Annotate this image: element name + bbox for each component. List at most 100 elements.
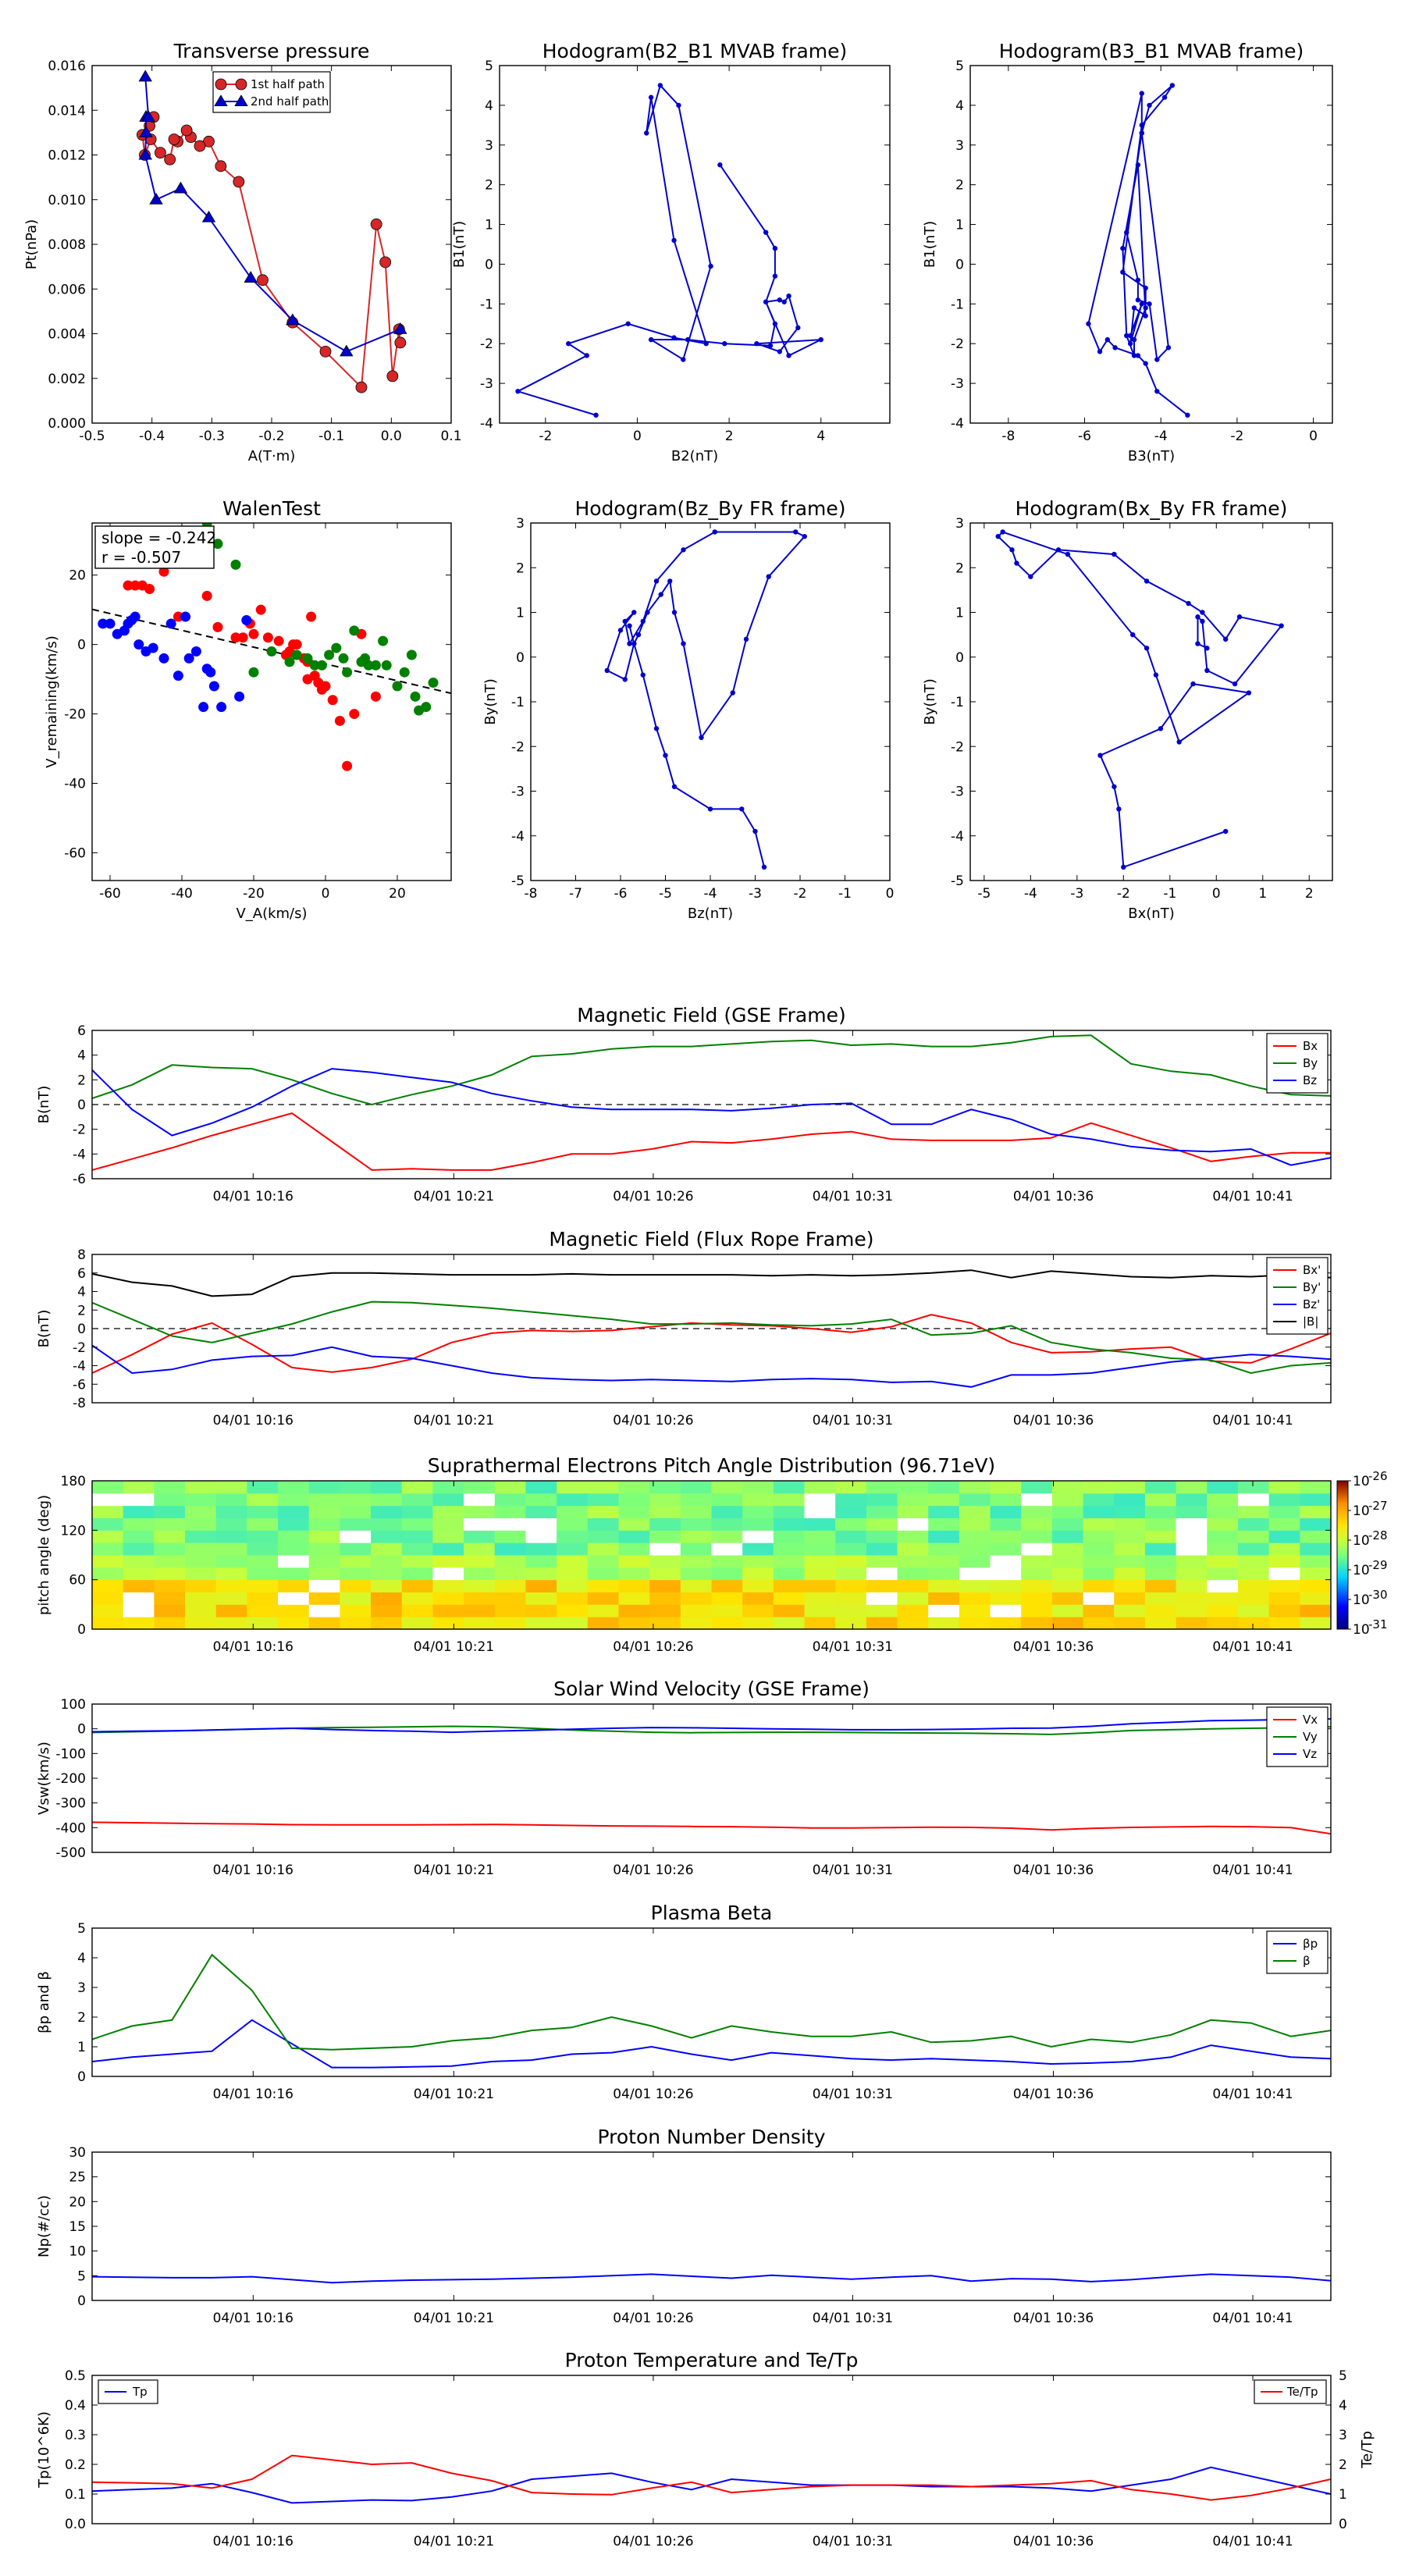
y-tick-label-right: 5 bbox=[1339, 2368, 1347, 2384]
y-tick-label: -4 bbox=[951, 829, 964, 845]
heatmap-cell bbox=[1207, 1505, 1239, 1518]
data-point bbox=[241, 615, 252, 626]
heatmap-cell bbox=[711, 1542, 743, 1556]
heatmap-cell bbox=[401, 1493, 433, 1507]
data-point bbox=[995, 533, 1001, 539]
heatmap-cell bbox=[92, 1505, 124, 1518]
x-tick-label: -3 bbox=[1070, 886, 1083, 902]
data-point bbox=[201, 590, 212, 601]
data-point bbox=[515, 389, 521, 394]
data-point bbox=[640, 672, 646, 678]
heatmap-cell bbox=[464, 1617, 496, 1630]
data-point bbox=[216, 702, 227, 713]
heatmap-cell bbox=[1051, 1617, 1084, 1630]
heatmap-cell bbox=[278, 1505, 310, 1518]
heatmap-cell bbox=[990, 1579, 1022, 1592]
heatmap-cell bbox=[618, 1493, 650, 1507]
heatmap-cell bbox=[1176, 1592, 1208, 1605]
heatmap-cell bbox=[525, 1505, 557, 1518]
y-tick-label: 20 bbox=[69, 2194, 86, 2210]
heatmap-cell bbox=[1083, 1617, 1115, 1630]
heatmap-cell bbox=[742, 1530, 774, 1543]
heatmap-cell bbox=[649, 1517, 681, 1531]
heatmap-cell bbox=[401, 1555, 433, 1568]
series-line-B3_B1 bbox=[1087, 84, 1189, 416]
data-point bbox=[133, 639, 144, 650]
y-tick-label: -5 bbox=[511, 873, 525, 889]
heatmap-cell bbox=[649, 1505, 681, 1518]
heatmap-cell bbox=[742, 1567, 774, 1581]
heatmap-cell bbox=[587, 1617, 619, 1630]
legend-label: Bz bbox=[1303, 1073, 1317, 1087]
data-point bbox=[149, 192, 163, 205]
heatmap-cell bbox=[401, 1481, 433, 1494]
heatmap-cell bbox=[990, 1592, 1022, 1605]
legend-label: Vz bbox=[1303, 1747, 1317, 1761]
data-point bbox=[244, 271, 258, 283]
heatmap-cell bbox=[773, 1542, 806, 1556]
heatmap-cell bbox=[897, 1505, 929, 1518]
heatmap-cell bbox=[587, 1579, 619, 1592]
heatmap-cell bbox=[1268, 1592, 1300, 1605]
data-point bbox=[1139, 123, 1144, 128]
heatmap-cell bbox=[92, 1567, 124, 1581]
data-point bbox=[331, 642, 342, 653]
y-tick-label: -2 bbox=[73, 1123, 86, 1138]
y-tick-label: -4 bbox=[511, 829, 525, 845]
series-line-By' bbox=[92, 1300, 1331, 1375]
heatmap-cell bbox=[401, 1604, 433, 1617]
heatmap-cell bbox=[804, 1505, 836, 1518]
chart-title: Hodogram(Bx_By FR frame) bbox=[1016, 497, 1288, 520]
y-tick-label: -3 bbox=[951, 376, 964, 392]
heatmap-cell bbox=[1176, 1604, 1208, 1617]
heatmap-cell bbox=[1021, 1505, 1053, 1518]
data-point bbox=[1112, 784, 1117, 789]
data-point bbox=[316, 660, 327, 671]
data-point bbox=[257, 274, 269, 286]
plot-frame bbox=[91, 1480, 1332, 1630]
heatmap-cell bbox=[1300, 1592, 1332, 1605]
heatmap-cell bbox=[680, 1592, 712, 1605]
data-point bbox=[1279, 623, 1284, 628]
heatmap-cell bbox=[308, 1604, 340, 1617]
heatmap-cell bbox=[123, 1592, 155, 1605]
y-axis-label: B(nT) bbox=[36, 1086, 52, 1124]
legend-label: Bz' bbox=[1303, 1297, 1320, 1311]
heatmap-cell bbox=[154, 1579, 186, 1592]
heatmap-cell bbox=[432, 1555, 464, 1568]
data-point bbox=[324, 649, 335, 660]
heatmap-cell bbox=[773, 1517, 806, 1531]
legend-box bbox=[212, 71, 331, 113]
heatmap-cell bbox=[185, 1505, 217, 1518]
heatmap-cell bbox=[742, 1493, 774, 1507]
data-point bbox=[622, 677, 628, 682]
data-point bbox=[130, 611, 140, 622]
heatmap-cell bbox=[928, 1530, 960, 1543]
data-point bbox=[635, 632, 642, 638]
y-tick-label: 0.2 bbox=[65, 2457, 86, 2473]
heatmap-cell bbox=[247, 1555, 279, 1568]
heatmap-cell bbox=[401, 1579, 433, 1592]
heatmap-cell bbox=[1083, 1481, 1115, 1494]
heatmap-cell bbox=[1021, 1517, 1053, 1531]
y-tick-label: 10 bbox=[69, 2244, 86, 2260]
chart-title: Plasma Beta bbox=[651, 1902, 773, 1924]
heatmap-cell bbox=[680, 1517, 712, 1531]
chart-title: Hodogram(B3_B1 MVAB frame) bbox=[999, 40, 1304, 62]
heatmap-cell bbox=[1114, 1481, 1146, 1494]
data-point bbox=[123, 580, 133, 591]
data-point bbox=[752, 828, 758, 834]
colorbar-tick-base: 10 bbox=[1353, 1503, 1370, 1519]
x-tick-label: -1 bbox=[838, 886, 852, 902]
heatmap-cell bbox=[247, 1579, 279, 1592]
heatmap-cell bbox=[1237, 1517, 1270, 1531]
y-tick-label-right: 3 bbox=[1339, 2428, 1347, 2443]
data-point bbox=[234, 691, 245, 702]
heatmap-cell bbox=[959, 1517, 991, 1531]
heatmap-cell bbox=[866, 1505, 898, 1518]
legend-box bbox=[1266, 1930, 1329, 1974]
heatmap-cell bbox=[835, 1592, 867, 1605]
y-tick-label: 5 bbox=[485, 59, 493, 74]
data-point bbox=[158, 566, 169, 577]
heatmap-cell bbox=[1114, 1567, 1146, 1581]
